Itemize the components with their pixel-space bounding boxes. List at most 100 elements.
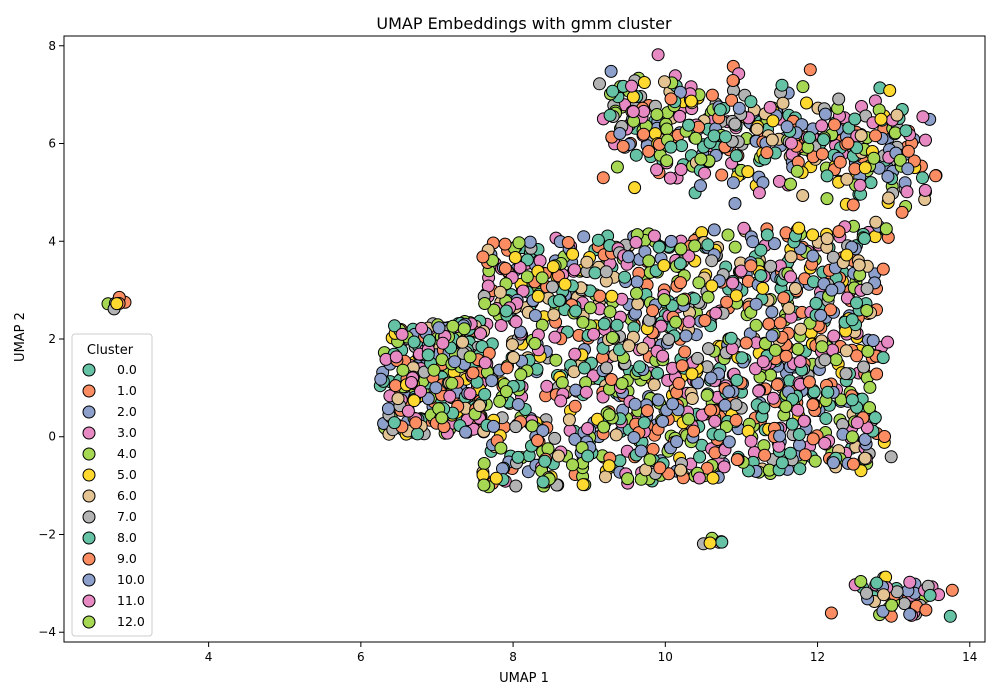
scatter-point xyxy=(726,176,740,190)
scatter-point xyxy=(628,181,642,195)
scatter-point xyxy=(463,387,477,401)
scatter-point xyxy=(919,133,932,147)
scatter-point xyxy=(675,139,689,153)
scatter-point xyxy=(754,243,768,257)
scatter-point xyxy=(861,344,875,358)
scatter-point xyxy=(820,232,834,246)
scatter-point xyxy=(806,228,820,242)
scatter-point xyxy=(647,378,661,392)
legend-entry-label: 7.0 xyxy=(117,509,137,524)
scatter-point xyxy=(707,223,721,237)
scatter-point xyxy=(637,416,651,430)
scatter-point xyxy=(916,110,930,124)
scatter-point xyxy=(729,413,743,427)
scatter-point xyxy=(729,289,743,303)
scatter-point xyxy=(820,192,834,206)
scatter-point xyxy=(552,449,565,463)
scatter-point xyxy=(815,340,829,354)
scatter-point xyxy=(857,360,871,374)
scatter-point xyxy=(776,96,790,110)
scatter-point xyxy=(756,355,770,369)
scatter-point xyxy=(833,155,847,169)
scatter-point xyxy=(694,179,707,193)
legend-box xyxy=(71,333,153,637)
scatter-point xyxy=(794,322,808,336)
scatter-point xyxy=(818,436,832,450)
scatter-point xyxy=(839,344,853,358)
scatter-point xyxy=(798,448,812,462)
legend-marker xyxy=(82,510,96,524)
scatter-point xyxy=(777,291,791,305)
scatter-point xyxy=(597,420,611,434)
scatter-point xyxy=(701,238,715,252)
scatter-point xyxy=(899,124,913,138)
scatter-point xyxy=(478,356,492,370)
legend-marker xyxy=(82,615,96,629)
scatter-point xyxy=(558,277,572,291)
scatter-point xyxy=(827,329,841,343)
scatter-point xyxy=(395,327,409,341)
scatter-point xyxy=(658,75,671,89)
scatter-point xyxy=(511,450,525,464)
scatter-point xyxy=(689,131,703,145)
scatter-point xyxy=(719,130,732,144)
scatter-point xyxy=(374,372,388,386)
scatter-point xyxy=(701,290,715,304)
scatter-point xyxy=(514,368,528,382)
scatter-point xyxy=(674,163,688,176)
scatter-point xyxy=(749,297,763,311)
scatter-point xyxy=(516,284,530,298)
scatter-point xyxy=(841,136,855,150)
scatter-point xyxy=(498,261,512,275)
legend-entry-label: 4.0 xyxy=(117,446,137,461)
scatter-point xyxy=(845,430,859,444)
scatter-point xyxy=(531,434,544,447)
scatter-point xyxy=(605,289,619,303)
scatter-point xyxy=(749,318,763,332)
scatter-point xyxy=(605,331,619,344)
scatter-point xyxy=(456,335,469,349)
scatter-point xyxy=(485,374,499,388)
scatter-point xyxy=(606,84,620,98)
scatter-point xyxy=(885,598,899,612)
scatter-point xyxy=(650,108,664,121)
legend-marker xyxy=(82,384,96,398)
scatter-point xyxy=(597,317,611,331)
scatter-point xyxy=(650,163,664,177)
scatter-point xyxy=(713,103,727,117)
scatter-point xyxy=(581,422,595,435)
scatter-point xyxy=(477,478,491,492)
scatter-point xyxy=(407,394,421,408)
y-tick-label: 2 xyxy=(48,332,56,346)
scatter-point xyxy=(422,334,436,347)
scatter-point xyxy=(445,376,459,390)
scatter-point xyxy=(897,597,911,611)
scatter-point xyxy=(474,327,487,341)
scatter-point xyxy=(511,398,525,411)
scatter-point xyxy=(806,432,820,446)
scatter-point xyxy=(752,186,766,200)
scatter-point xyxy=(629,235,643,249)
scatter-point xyxy=(580,255,594,269)
scatter-point xyxy=(702,342,715,356)
scatter-point xyxy=(674,276,687,290)
scatter-point xyxy=(785,417,799,431)
scatter-point xyxy=(918,183,932,197)
scatter-point xyxy=(381,402,395,416)
x-tick-label: 4 xyxy=(205,650,213,664)
scatter-point xyxy=(720,295,734,309)
scatter-point xyxy=(760,228,774,242)
legend-marker xyxy=(82,573,96,587)
scatter-point xyxy=(396,363,410,377)
scatter-point xyxy=(726,276,740,290)
scatter-point xyxy=(854,129,868,142)
scatter-point xyxy=(546,260,560,274)
scatter-point xyxy=(411,427,424,441)
scatter-point xyxy=(627,431,641,444)
scatter-point xyxy=(436,336,450,350)
scatter-point xyxy=(626,90,640,104)
scatter-point xyxy=(784,270,797,284)
scatter-point xyxy=(427,363,441,377)
scatter-point xyxy=(421,348,435,362)
scatter-point xyxy=(775,78,789,92)
